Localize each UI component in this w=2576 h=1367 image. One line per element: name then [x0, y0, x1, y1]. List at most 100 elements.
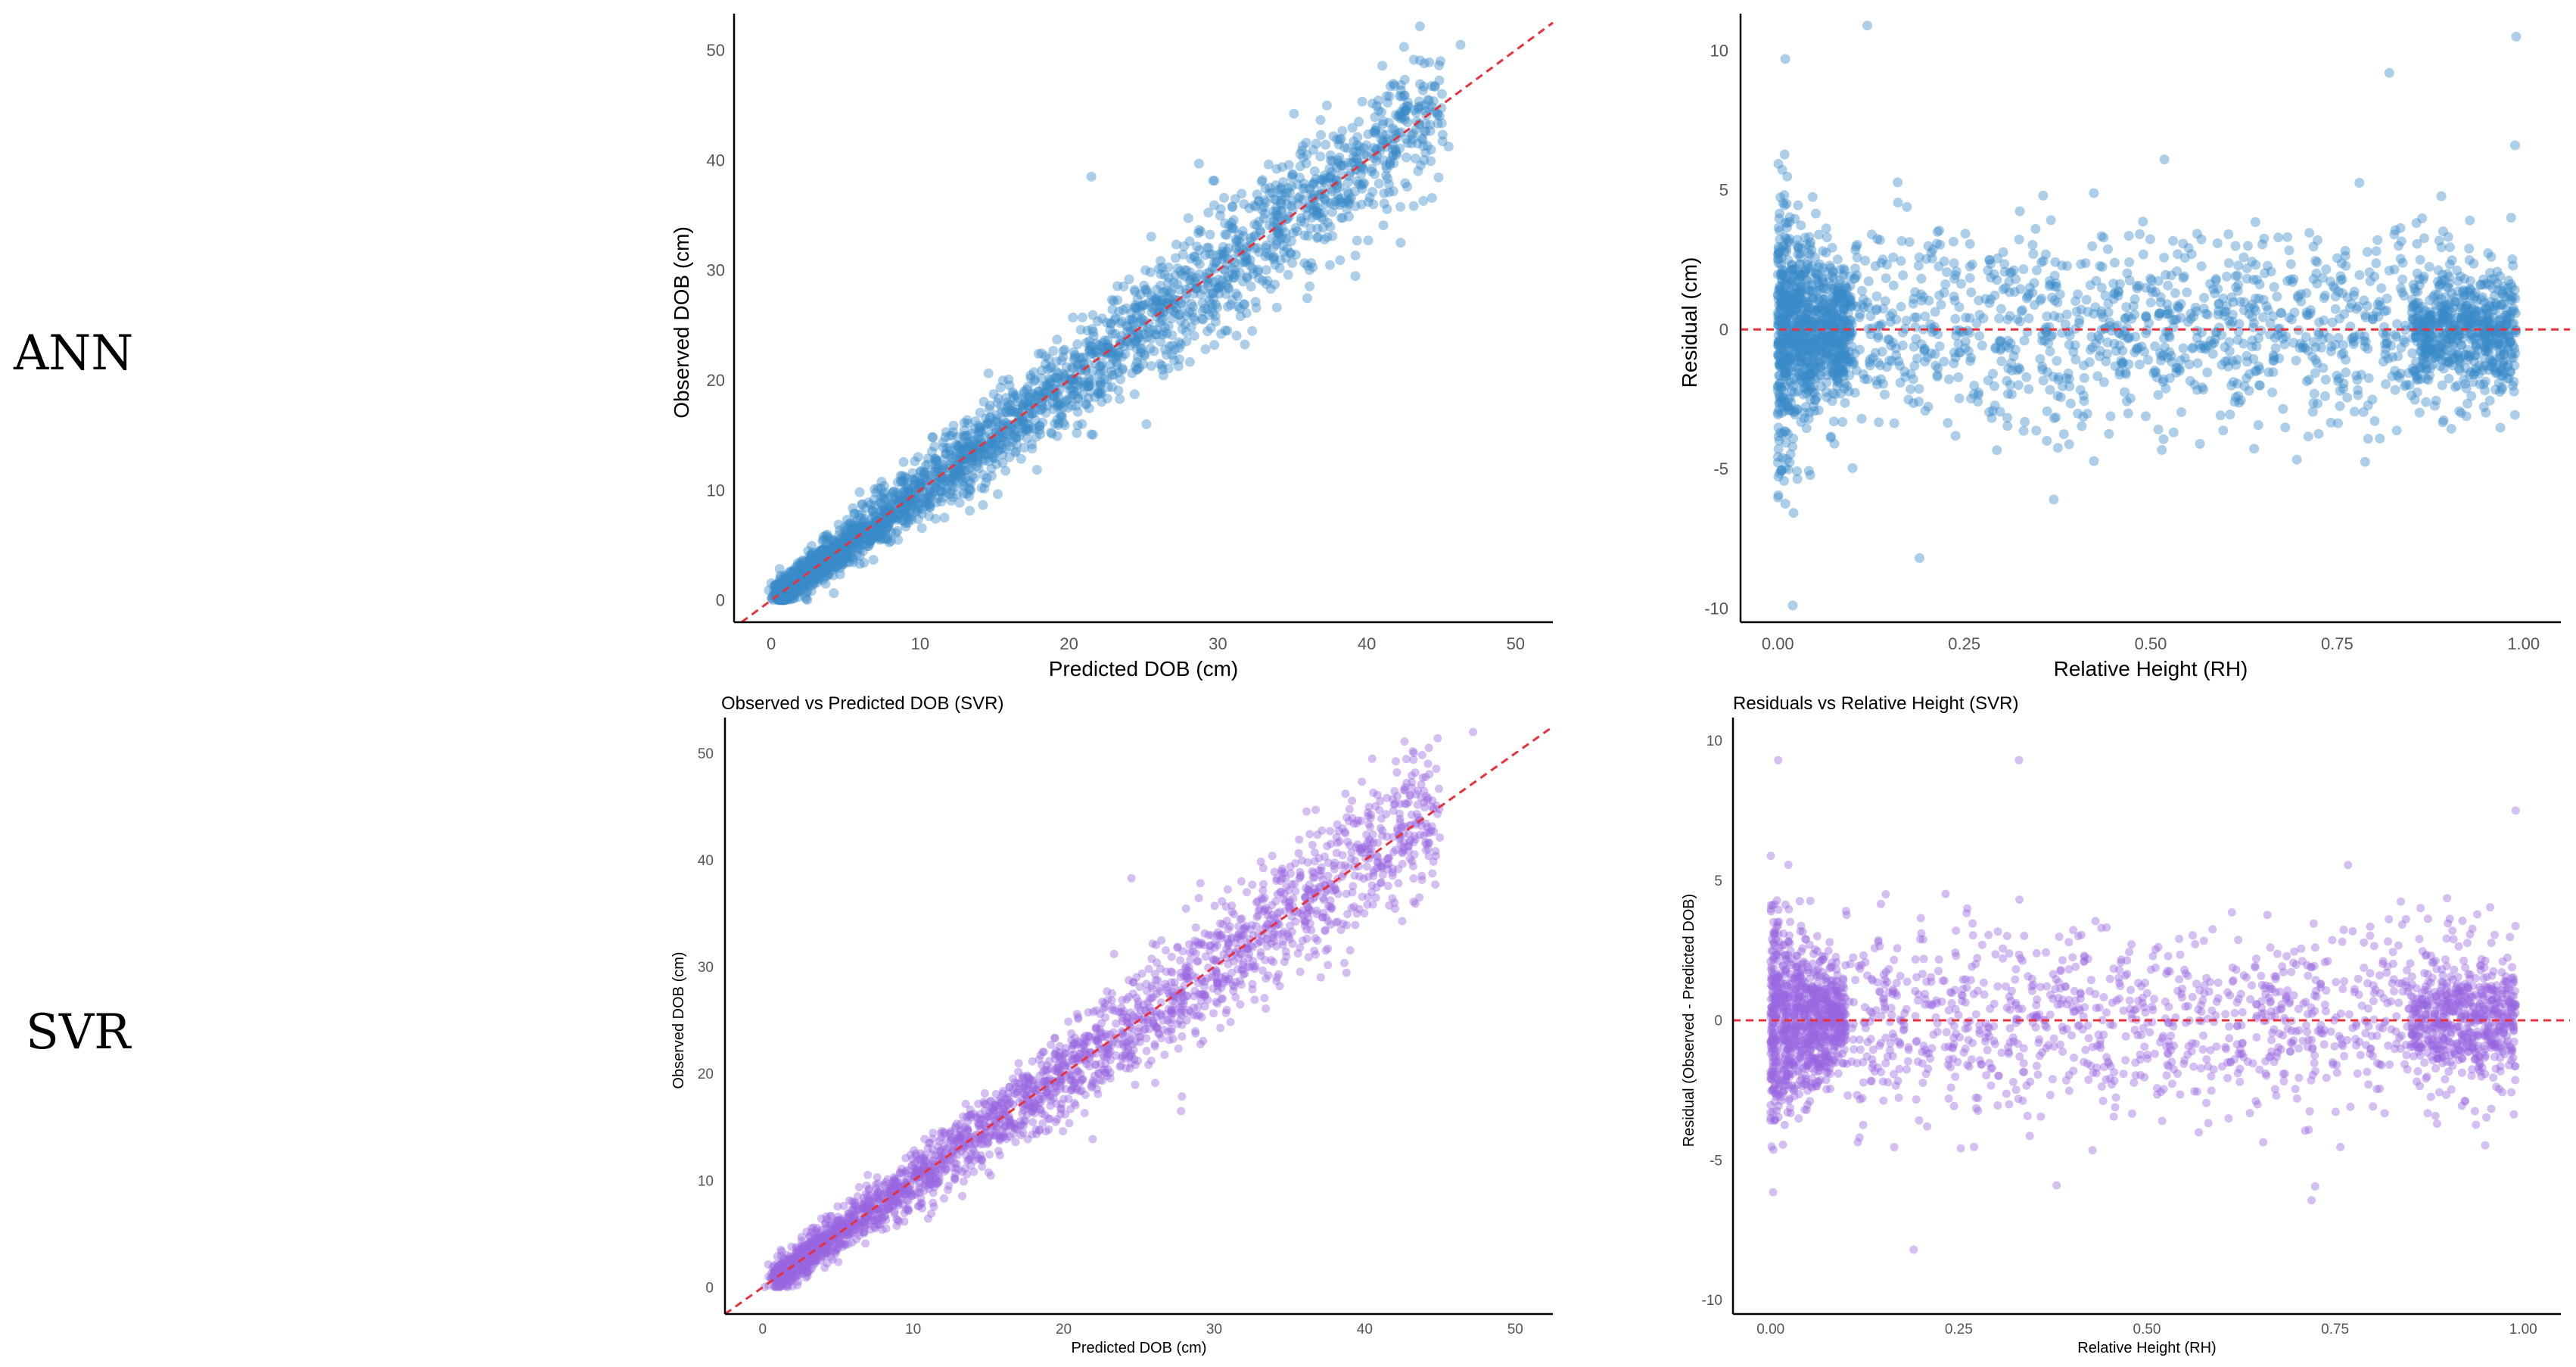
data-point [2456, 313, 2466, 323]
data-point [2396, 342, 2406, 353]
data-point [1349, 157, 1359, 168]
data-point [993, 489, 1003, 500]
data-point [2052, 297, 2063, 308]
data-point [1072, 406, 1083, 417]
data-point [932, 462, 943, 473]
data-point [1984, 297, 1995, 308]
data-point [1178, 249, 1188, 260]
data-point [1096, 366, 1106, 377]
data-point [2392, 319, 2402, 329]
data-point [930, 459, 941, 470]
data-point [2108, 279, 2119, 289]
y-tick-label: 40 [707, 151, 725, 170]
data-point [2041, 322, 2052, 333]
data-point [1389, 158, 1399, 168]
data-point [2051, 278, 2061, 288]
data-point [1792, 466, 1803, 477]
data-point [1974, 310, 1985, 320]
data-point [2105, 411, 2116, 422]
data-point [1818, 246, 1828, 257]
data-point [1167, 330, 1178, 341]
data-point [1084, 346, 1095, 357]
data-point [1335, 255, 1346, 266]
data-point [929, 486, 939, 497]
data-point [2192, 229, 2202, 239]
data-point [2335, 275, 2346, 285]
data-point [2498, 291, 2509, 301]
data-point [2062, 260, 2072, 271]
data-point [2109, 288, 2120, 299]
data-point [2130, 347, 2140, 358]
data-point [1084, 377, 1094, 388]
data-point [1122, 322, 1133, 332]
data-point [1923, 401, 1934, 412]
data-point [1000, 466, 1011, 476]
data-point [1383, 173, 1393, 184]
data-point [2124, 257, 2135, 267]
data-point [1366, 167, 1377, 176]
data-point [1788, 433, 1799, 444]
data-point [1068, 313, 1078, 322]
data-point [1059, 420, 1070, 431]
data-point [2087, 241, 2098, 251]
data-point [2064, 330, 2075, 341]
data-point [2141, 411, 2151, 422]
data-point [2269, 282, 2279, 292]
x-tick-label: 20 [1059, 634, 1078, 653]
data-point [950, 448, 961, 459]
data-point [2396, 236, 2406, 247]
data-point [1846, 331, 1856, 341]
data-point [1220, 325, 1230, 336]
data-point [1012, 397, 1022, 406]
data-point [1093, 316, 1103, 326]
data-point [1367, 186, 1378, 197]
data-point [1346, 193, 1356, 203]
data-point [1801, 423, 1812, 434]
data-point [2303, 345, 2313, 356]
data-point [2109, 257, 2120, 268]
data-point [1212, 283, 1223, 294]
data-point [1003, 374, 1014, 385]
data-point [1932, 226, 1943, 237]
data-point [2232, 270, 2243, 281]
data-point [1895, 360, 1905, 371]
data-point [996, 401, 1006, 412]
data-point [2123, 231, 2134, 241]
data-point [776, 572, 786, 583]
data-point [2495, 422, 2506, 433]
data-point [1863, 276, 1874, 287]
data-point [1072, 339, 1083, 350]
data-point [1219, 192, 1229, 203]
x-tick-label: 10 [911, 634, 929, 653]
data-point [1805, 249, 1815, 260]
data-point [950, 450, 960, 461]
data-point [2291, 355, 2301, 366]
data-point [2014, 206, 2025, 216]
data-point [1914, 397, 1924, 407]
data-point [848, 503, 858, 513]
data-point [939, 512, 950, 523]
data-point [1246, 282, 1256, 291]
data-point [1342, 177, 1353, 188]
data-point [978, 469, 988, 480]
data-point [2073, 408, 2083, 419]
data-point [1142, 332, 1153, 343]
data-point [988, 438, 998, 449]
data-point [1302, 260, 1313, 271]
data-point [2444, 242, 2455, 253]
data-point [973, 420, 984, 431]
data-point [1954, 302, 1965, 313]
data-point [2272, 291, 2282, 302]
data-point [770, 581, 780, 591]
data-point [1249, 232, 1259, 242]
data-point [1872, 234, 1883, 244]
data-point [1247, 263, 1258, 274]
data-point [1289, 108, 1299, 119]
data-point [1391, 148, 1402, 158]
data-point [1850, 388, 1860, 398]
data-point [1373, 95, 1383, 106]
data-point [2064, 374, 2074, 385]
data-point [1287, 258, 1298, 268]
data-point [777, 589, 788, 599]
data-point [1200, 344, 1211, 354]
